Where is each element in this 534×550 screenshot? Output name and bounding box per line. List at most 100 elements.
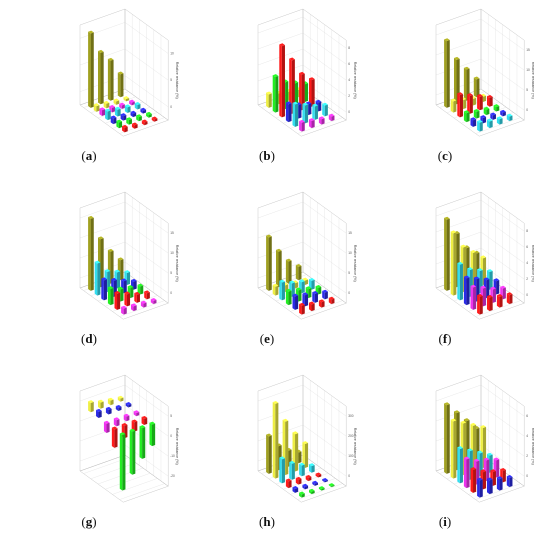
bar-top [266, 433, 272, 437]
bar-front [98, 400, 101, 409]
bar-top [309, 77, 315, 81]
bar-front [292, 294, 296, 310]
caption-close-paren: ) [269, 331, 275, 346]
bar-top [506, 292, 513, 296]
bar-front [450, 419, 454, 479]
bar-side [103, 279, 107, 301]
wall-gridline [257, 201, 347, 234]
bar-side [118, 121, 123, 129]
bar-c-r4-c2 [490, 112, 496, 120]
bar-e-r2-c0 [279, 279, 285, 301]
bar-e-r4-c2 [312, 291, 318, 303]
bar-top [295, 287, 302, 291]
bar-side [113, 117, 117, 125]
bar-d-r4-c0 [114, 290, 121, 310]
bar-d-r5-c0 [121, 305, 127, 315]
bar-top [309, 488, 315, 492]
bar3d-chart-g: -20 -10 0 5 Relative resistance (%) [79, 374, 179, 503]
bars [266, 234, 335, 315]
bar-front [457, 262, 460, 301]
z-tick-label: 0 [170, 105, 172, 109]
z-axis-label: Relative resistance (%) [353, 428, 357, 465]
bar-side [144, 121, 148, 126]
bar-front [463, 67, 467, 101]
bar-side [459, 447, 463, 484]
bar-top [480, 425, 487, 429]
bar-front [121, 306, 124, 315]
bar-e-r0-c3 [295, 263, 302, 281]
bar3d-chart-f: 0 2 4 6 8 Relative resistance (%) [435, 191, 534, 320]
bar-front [266, 434, 269, 474]
bar-top [460, 244, 467, 248]
z-axis-label: Relative resistance (%) [353, 245, 357, 282]
bar-top [328, 296, 335, 300]
bar-top [454, 56, 460, 60]
bar-top [463, 110, 470, 114]
bar-side [509, 294, 513, 305]
bar-h-r4-c2 [312, 480, 318, 486]
bar-top [295, 263, 302, 267]
bar-top [131, 278, 137, 282]
bar-top [93, 103, 100, 107]
wall-gridline [257, 404, 347, 437]
bars [88, 395, 156, 491]
bar-top [121, 422, 128, 426]
bar-g-r2-c1 [113, 417, 120, 427]
bar-top [302, 277, 309, 281]
caption-close-paren: ) [92, 514, 97, 529]
z-tick-label: 10 [170, 251, 174, 255]
caption-open-paren: ( [437, 148, 443, 163]
bar-a-r0-c3 [117, 71, 124, 98]
bar-side [469, 94, 473, 114]
panel-caption-d: (d) [0, 331, 178, 347]
bar-top [483, 277, 490, 281]
bar-side [331, 115, 335, 122]
bar-front [285, 259, 289, 284]
bar-top [131, 419, 138, 423]
bar-front [115, 406, 119, 411]
bars [88, 30, 158, 133]
bar-top [457, 446, 463, 450]
z-tick-label: 0 [170, 291, 172, 295]
z-tick-label: 0 [348, 474, 350, 478]
bar3d-chart-d: 0 5 10 15 Relative resistance (%) [79, 191, 179, 320]
bar-front [292, 102, 296, 127]
caption-close-paren: ) [92, 331, 97, 346]
bar-top [480, 93, 487, 97]
bar-top [279, 279, 285, 283]
z-tick-label: 10 [526, 68, 530, 72]
z-tick-label: 200 [348, 434, 354, 438]
bar-top [117, 71, 124, 75]
bar-front [473, 77, 477, 98]
bar-top [292, 293, 299, 297]
bar-side [128, 403, 132, 408]
bar-h-r1-c0 [272, 400, 279, 479]
bar-side [288, 103, 292, 123]
bar-side [96, 105, 100, 112]
bar-side [321, 487, 325, 491]
bar-top [496, 294, 503, 297]
bar-front [500, 110, 503, 117]
bar-top [279, 43, 285, 47]
bar-side [106, 102, 110, 109]
z-axis-label: Relative resistance (%) [175, 62, 179, 99]
bar-top [315, 99, 322, 103]
z-axis-label: Relative resistance (%) [175, 245, 179, 282]
bar-side [304, 294, 309, 307]
bar-top [122, 124, 128, 128]
bar-side [479, 95, 483, 111]
bar-a-r1-c2 [113, 98, 120, 105]
floor-gridline [119, 483, 165, 500]
bar-front [131, 304, 134, 312]
bar-side [453, 420, 457, 479]
bar-side [482, 426, 487, 469]
wall-gridline [257, 32, 347, 65]
bar-top [463, 456, 470, 460]
bar-side [298, 104, 302, 119]
bar-g-r4-c3 [149, 421, 156, 447]
bar-a-r6-c0 [122, 124, 128, 133]
bar-b-r2-c3 [309, 77, 315, 107]
bar-front [96, 410, 99, 418]
bar-front [473, 110, 477, 119]
bar-top [282, 418, 289, 422]
